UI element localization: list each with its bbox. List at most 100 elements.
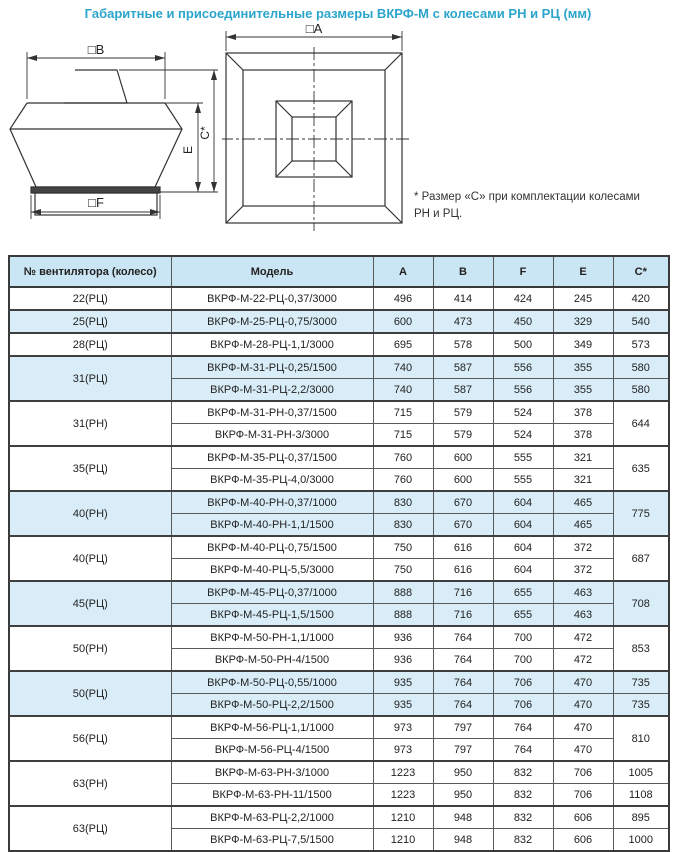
dim-e-cell: 470	[552, 670, 614, 694]
dim-f-cell: 450	[492, 309, 554, 334]
fan-number-cell: 28(РЦ)	[8, 332, 172, 357]
dim-a-cell: 973	[372, 715, 434, 739]
dim-b-cell: 764	[432, 693, 494, 717]
dim-b-cell: 616	[432, 535, 494, 559]
table-row: 25(РЦ) ВКРФ-М-25-РЦ-0,75/3000 600 473 450 329…	[8, 309, 670, 334]
page: { "page": { "title": "Габаритные и присо…	[0, 6, 676, 852]
dim-b-cell: 948	[432, 828, 494, 852]
col-header-a: A	[372, 255, 434, 288]
col-header-e: E	[552, 255, 614, 288]
table-row: 50(РН) ВКРФ-М-50-РН-1,1/1000 936 764 700 472 8…	[8, 625, 670, 672]
drawings-area: □B □F E C* □A *	[0, 23, 676, 251]
dim-c-cell: 895	[612, 805, 670, 829]
dim-e-cell: 321	[552, 468, 614, 492]
model-cell: ВКРФ-М-56-РЦ-4/1500	[170, 738, 374, 762]
table-row: 31(РН) ВКРФ-М-31-РН-0,37/1500 715 579 524 378…	[8, 400, 670, 447]
dim-a-cell: 1223	[372, 783, 434, 807]
model-cell: ВКРФ-М-56-РЦ-1,1/1000	[170, 715, 374, 739]
col-header-model: Модель	[170, 255, 374, 288]
dim-b-cell: 414	[432, 286, 494, 311]
model-cell: ВКРФ-М-40-РН-0,37/1000	[170, 490, 374, 514]
dim-c-cell: 735	[612, 693, 670, 717]
dim-f-cell: 556	[492, 378, 554, 402]
dim-b-cell: 797	[432, 738, 494, 762]
model-cell: ВКРФ-М-28-РЦ-1,1/3000	[170, 332, 374, 357]
table-row: ВКРФ-М-56-РЦ-4/1500 973 797 764 470	[9, 738, 669, 762]
fan-number-cell: 31(РН)	[8, 400, 172, 447]
dim-c-cell: 644	[612, 400, 670, 447]
dim-c-cell: 853	[612, 625, 670, 672]
page-title: Габаритные и присоединительные размеры В…	[84, 6, 592, 21]
dim-e-cell: 463	[552, 603, 614, 627]
dim-f-cell: 604	[492, 535, 554, 559]
fan-side-outline	[9, 69, 183, 216]
model-cell: ВКРФ-М-40-РН-1,1/1500	[170, 513, 374, 537]
model-cell: ВКРФ-М-63-РН-11/1500	[170, 783, 374, 807]
dim-label-f: □F	[88, 195, 104, 210]
dim-f-cell: 832	[492, 760, 554, 784]
dim-c-cell: 540	[612, 309, 670, 334]
dim-e-cell: 372	[552, 535, 614, 559]
fan-number-cell: 40(РН)	[8, 490, 172, 537]
dim-b-cell: 716	[432, 603, 494, 627]
dim-f-cell: 500	[492, 332, 554, 357]
table-row: ВКРФ-М-31-РЦ-2,2/3000 740 587 556 355 580	[9, 378, 670, 402]
fan-number-cell: 50(РЦ)	[8, 670, 172, 717]
model-cell: ВКРФ-М-35-РЦ-4,0/3000	[170, 468, 374, 492]
model-cell: ВКРФ-М-35-РЦ-0,37/1500	[170, 445, 374, 469]
model-cell: ВКРФ-М-40-РЦ-5,5/3000	[170, 558, 374, 582]
dim-b-cell: 716	[432, 580, 494, 604]
dim-e-cell: 470	[552, 715, 614, 739]
dim-a-cell: 936	[372, 625, 434, 649]
model-cell: ВКРФ-М-45-РЦ-0,37/1000	[170, 580, 374, 604]
dim-e-cell: 321	[552, 445, 614, 469]
dim-a-cell: 936	[372, 648, 434, 672]
dim-e-cell: 378	[552, 423, 614, 447]
col-header-b: B	[432, 255, 494, 288]
model-cell: ВКРФ-М-63-РН-3/1000	[170, 760, 374, 784]
dim-e-cell: 378	[552, 400, 614, 424]
table-row: 28(РЦ) ВКРФ-М-28-РЦ-1,1/3000 695 578 500 349 5…	[8, 332, 670, 357]
dim-f-cell: 556	[492, 355, 554, 379]
dim-f-cell: 655	[492, 580, 554, 604]
top-view-drawing: □A	[222, 23, 412, 231]
dim-b-cell: 579	[432, 423, 494, 447]
dim-c-cell: 580	[612, 378, 670, 402]
table-row: 31(РЦ) ВКРФ-М-31-РЦ-0,25/1500 740 587 556 355…	[8, 355, 670, 402]
dim-a-cell: 715	[372, 423, 434, 447]
table-row: 40(РЦ) ВКРФ-М-40-РЦ-0,75/1500 750 616 604 372…	[8, 535, 670, 582]
dim-f-cell: 555	[492, 445, 554, 469]
model-cell: ВКРФ-М-31-РЦ-0,25/1500	[170, 355, 374, 379]
dim-c-cell: 1005	[612, 760, 670, 784]
dim-b-cell: 600	[432, 445, 494, 469]
dim-f-cell: 604	[492, 490, 554, 514]
dim-a-cell: 830	[372, 513, 434, 537]
model-cell: ВКРФ-М-25-РЦ-0,75/3000	[170, 309, 374, 334]
footnote-line2: РН и РЦ.	[414, 207, 463, 220]
dim-a-cell: 750	[372, 535, 434, 559]
fan-number-cell: 35(РЦ)	[8, 445, 172, 492]
center-lines	[222, 47, 412, 231]
dim-a-cell: 830	[372, 490, 434, 514]
dim-label-e: E	[181, 146, 195, 154]
dim-b-cell: 764	[432, 648, 494, 672]
dim-c-cell: 635	[612, 445, 670, 492]
dim-b-cell: 579	[432, 400, 494, 424]
model-cell: ВКРФ-М-40-РЦ-0,75/1500	[170, 535, 374, 559]
fan-number-cell: 22(РЦ)	[8, 286, 172, 311]
table-row: ВКРФ-М-40-РН-1,1/1500 830 670 604 465	[9, 513, 669, 537]
model-cell: ВКРФ-М-63-РЦ-2,2/1000	[170, 805, 374, 829]
dim-c-cell: 1108	[612, 783, 670, 807]
dim-f-cell: 655	[492, 603, 554, 627]
model-cell: ВКРФ-М-50-РН-4/1500	[170, 648, 374, 672]
dim-a-cell: 695	[372, 332, 434, 357]
dim-f-cell: 555	[492, 468, 554, 492]
dim-c-cell: 708	[612, 580, 670, 627]
dim-e-cell: 355	[552, 355, 614, 379]
table-row: 45(РЦ) ВКРФ-М-45-РЦ-0,37/1000 888 716 655 463…	[8, 580, 670, 627]
model-cell: ВКРФ-М-50-РЦ-2,2/1500	[170, 693, 374, 717]
dim-a-cell: 600	[372, 309, 434, 334]
dim-e-cell: 355	[552, 378, 614, 402]
dim-b-cell: 948	[432, 805, 494, 829]
dim-e-cell: 706	[552, 760, 614, 784]
